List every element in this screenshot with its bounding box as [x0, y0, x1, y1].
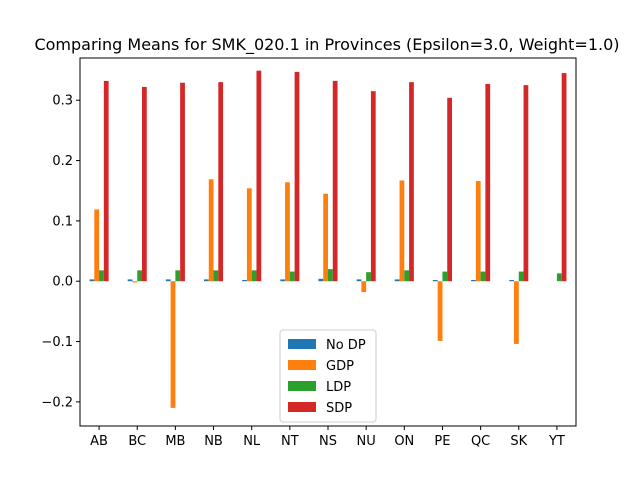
- chart-title: Comparing Means for SMK_020.1 in Provinc…: [34, 35, 619, 55]
- bar-ldp-yt: [556, 273, 562, 282]
- bar-gdp-ab: [94, 209, 100, 282]
- bar-ldp-ns: [328, 269, 333, 282]
- bar-sdp-ab: [103, 80, 109, 282]
- y-tick-label: 0.3: [52, 94, 73, 109]
- bar-gdp-on: [399, 180, 405, 282]
- bar-ldp-nu: [366, 272, 371, 282]
- bar-ldp-sk: [518, 271, 524, 282]
- x-tick-label: BC: [128, 434, 146, 449]
- bar-no-dp-qc: [471, 280, 476, 282]
- bar-no-dp-nl: [242, 280, 247, 282]
- x-tick-label: NT: [281, 434, 299, 449]
- y-tick-label: 0.2: [52, 154, 73, 169]
- y-tick-label: 0.1: [52, 214, 73, 229]
- legend-swatch-sdp: [288, 402, 316, 412]
- bar-gdp-pe: [437, 281, 443, 341]
- legend: No DP GDP LDP SDP: [279, 329, 377, 423]
- bar-gdp-qc: [475, 181, 481, 282]
- bar-sdp-pe: [447, 97, 452, 282]
- x-tick-label: ON: [394, 434, 414, 449]
- legend-swatch-ldp: [288, 381, 316, 391]
- x-tick-label: YT: [548, 434, 565, 449]
- x-tick-label: NS: [319, 434, 337, 449]
- bar-sdp-nt: [294, 71, 300, 282]
- bar-sdp-bc: [142, 86, 147, 282]
- legend-box: [279, 329, 377, 423]
- bar-ldp-nt: [289, 271, 295, 282]
- bar-no-dp-nb: [204, 279, 209, 282]
- bar-sdp-on: [409, 82, 414, 282]
- bar-gdp-bc: [132, 281, 138, 283]
- bar-sdp-mb: [180, 82, 185, 282]
- bar-no-dp-ab: [89, 279, 95, 282]
- bar-no-dp-sk: [509, 280, 514, 282]
- bar-sdp-qc: [485, 83, 491, 282]
- legend-label-ldp: LDP: [326, 380, 351, 395]
- bar-ldp-mb: [175, 270, 181, 282]
- bar-no-dp-nu: [356, 279, 362, 282]
- bar-no-dp-bc: [127, 279, 133, 282]
- y-tick-label: 0.0: [52, 275, 73, 290]
- bar-sdp-ns: [332, 80, 338, 282]
- bar-gdp-ns: [323, 193, 328, 282]
- y-tick-label: −0.2: [41, 395, 73, 410]
- legend-label-no-dp: No DP: [326, 338, 366, 353]
- x-tick-label: AB: [90, 434, 108, 449]
- bars-layer: [89, 70, 567, 408]
- bar-sdp-sk: [523, 85, 529, 282]
- bar-no-dp-pe: [432, 280, 438, 282]
- bar-sdp-nu: [370, 91, 376, 282]
- bar-ldp-ab: [99, 270, 104, 282]
- legend-swatch-no-dp: [288, 339, 316, 349]
- legend-label-sdp: SDP: [326, 401, 352, 416]
- legend-swatch-gdp: [288, 360, 316, 370]
- bar-ldp-nl: [251, 270, 257, 282]
- bar-ldp-qc: [480, 271, 486, 282]
- bar-ldp-pe: [442, 271, 448, 282]
- bar-gdp-nu: [361, 281, 367, 293]
- bar-ldp-on: [404, 270, 410, 282]
- x-tick-label: SK: [510, 434, 527, 449]
- x-tick-label: MB: [165, 434, 185, 449]
- bar-ldp-bc: [137, 270, 142, 282]
- x-tick-label: NL: [243, 434, 261, 449]
- bar-sdp-nb: [218, 82, 224, 282]
- bar-no-dp-mb: [165, 279, 171, 282]
- bar-no-dp-ns: [318, 278, 324, 282]
- bar-ldp-nb: [213, 270, 219, 282]
- bar-no-dp-on: [394, 279, 400, 282]
- bar-gdp-nl: [246, 188, 252, 282]
- y-tick-label: −0.1: [41, 335, 73, 350]
- bar-gdp-nt: [285, 182, 290, 282]
- bar-gdp-mb: [170, 281, 176, 408]
- x-tick-label: QC: [471, 434, 490, 449]
- bar-gdp-nb: [208, 179, 214, 282]
- x-tick-label: PE: [434, 434, 450, 449]
- legend-label-gdp: GDP: [326, 359, 354, 374]
- bar-no-dp-nt: [280, 279, 286, 282]
- axes-layer: −0.2 −0.1 0.0 0.1 0.2 0.3 AB BC MB NB NL NT NS NU ON PE…: [41, 57, 577, 449]
- x-tick-label: NU: [357, 434, 376, 449]
- x-tick-label: NB: [204, 434, 223, 449]
- bar-sdp-yt: [561, 73, 567, 282]
- bar-sdp-nl: [256, 70, 262, 282]
- bar-gdp-sk: [514, 281, 519, 344]
